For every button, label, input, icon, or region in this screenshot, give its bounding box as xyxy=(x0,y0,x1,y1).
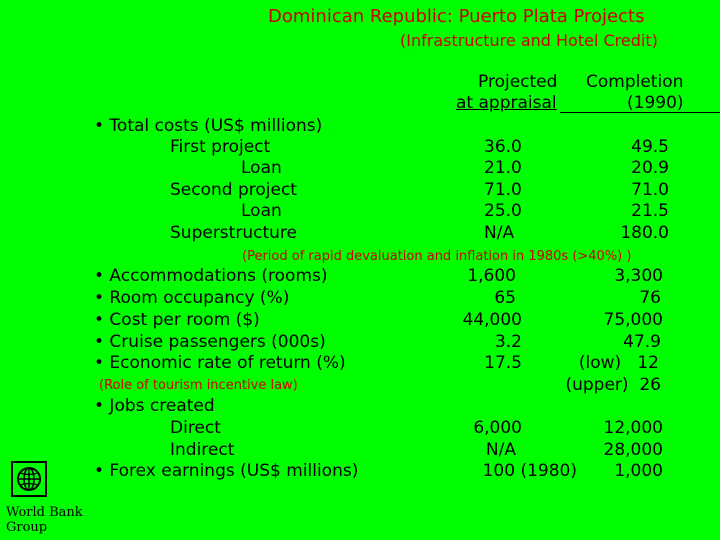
forex-projected: 100 (1980) xyxy=(482,461,577,481)
indicator-label: • Cost per room ($) xyxy=(94,310,260,330)
jobs-row-label: Direct xyxy=(170,418,221,438)
globe-icon xyxy=(17,467,41,491)
cost-row-label: Second project xyxy=(170,180,297,200)
indicator-label: • Cruise passengers (000s) xyxy=(94,332,326,352)
indicator-projected: 3.2 xyxy=(494,332,522,352)
indicator-completion: 47.9 xyxy=(623,332,661,352)
indicator-projected: 17.5 xyxy=(484,353,522,373)
cost-row-projected: 21.0 xyxy=(484,158,522,178)
col-completion-line1: Completion xyxy=(586,72,684,92)
logo-text-line1: World Bank xyxy=(6,505,83,520)
col-projected-line1: Projected xyxy=(478,72,558,92)
cost-row-completion: 21.5 xyxy=(631,201,669,221)
jobs-heading: • Jobs created xyxy=(94,396,215,416)
indicator-completion: (low) 12 xyxy=(578,353,659,373)
page-title: Dominican Republic: Puerto Plata Project… xyxy=(268,6,645,27)
cost-row-projected: N/A xyxy=(484,223,515,243)
forex-label: • Forex earnings (US$ millions) xyxy=(94,461,359,481)
upper-return-value: (upper) 26 xyxy=(565,375,661,395)
tourism-note: (Role of tourism incentive law) xyxy=(99,378,298,393)
world-bank-logo-icon xyxy=(11,461,47,497)
devaluation-note: (Period of rapid devaluation and inflati… xyxy=(242,249,632,264)
jobs-row-completion: 28,000 xyxy=(603,440,663,460)
cost-row-completion: 20.9 xyxy=(631,158,669,178)
cost-row-completion: 49.5 xyxy=(631,137,669,157)
indicator-completion: 3,300 xyxy=(614,266,663,286)
jobs-row-projected: N/A xyxy=(485,440,516,460)
cost-row-projected: 36.0 xyxy=(484,137,522,157)
cost-row-completion: 180.0 xyxy=(620,223,669,243)
col-projected-line2: at appraisal xyxy=(456,93,557,113)
indicator-label: • Room occupancy (%) xyxy=(94,288,290,308)
cost-row-projected: 25.0 xyxy=(484,201,522,221)
jobs-row-projected: 6,000 xyxy=(473,418,522,438)
cost-row-label: First project xyxy=(170,137,271,157)
page-subtitle: (Infrastructure and Hotel Credit) xyxy=(400,31,658,50)
indicator-projected: 1,600 xyxy=(467,266,516,286)
cost-row-label: Loan xyxy=(241,201,282,221)
indicator-completion: 76 xyxy=(639,288,661,308)
jobs-row-label: Indirect xyxy=(170,440,235,460)
forex-completion: 1,000 xyxy=(614,461,663,481)
indicator-completion: 75,000 xyxy=(603,310,663,330)
indicator-label: • Economic rate of return (%) xyxy=(94,353,346,373)
cost-row-label: Loan xyxy=(241,158,282,178)
indicator-label: • Accommodations (rooms) xyxy=(94,266,328,286)
indicator-projected: 44,000 xyxy=(462,310,522,330)
cost-row-projected: 71.0 xyxy=(484,180,522,200)
col-completion-line2: (1990) xyxy=(627,93,684,113)
cost-row-label: Superstructure xyxy=(170,223,297,243)
header-underline xyxy=(560,112,720,113)
indicator-projected: 65 xyxy=(494,288,516,308)
logo-text-line2: Group xyxy=(6,520,48,535)
jobs-row-completion: 12,000 xyxy=(603,418,663,438)
cost-row-completion: 71.0 xyxy=(631,180,669,200)
costs-heading: • Total costs (US$ millions) xyxy=(94,116,323,136)
